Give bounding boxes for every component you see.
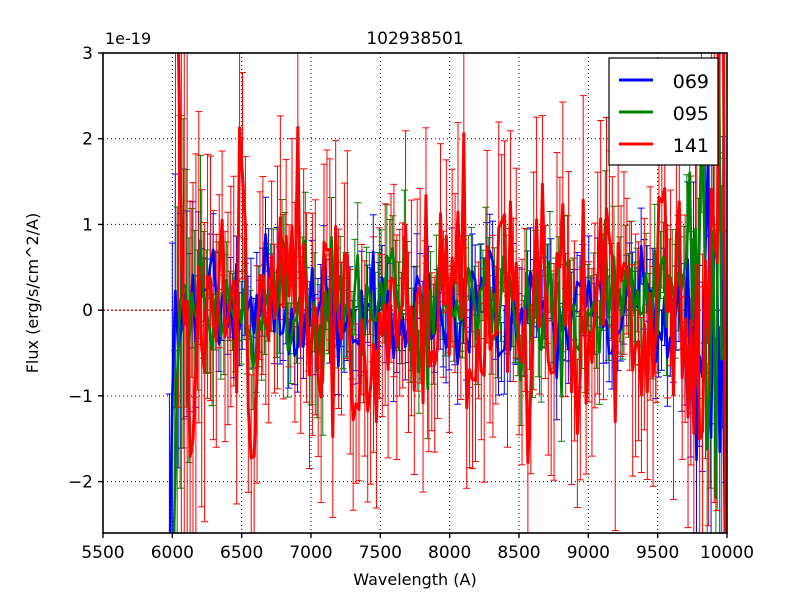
data-series — [168, 53, 727, 533]
y-tick-label: −2 — [68, 473, 93, 493]
legend[interactable]: 069 095 141 — [608, 57, 719, 166]
x-tick-label: 6500 — [220, 543, 263, 563]
y-tick-label: 1 — [82, 215, 93, 235]
legend-label-141: 141 — [673, 135, 709, 157]
x-axis-label: Wavelength (A) — [353, 570, 476, 589]
y-axis-label: Flux (erg/s/cm^2/A) — [23, 213, 42, 374]
chart-title: 102938501 — [366, 29, 463, 49]
legend-label-095: 095 — [673, 103, 709, 125]
y-tick-label: 0 — [82, 301, 93, 321]
y-axis-offset-label: 1e-19 — [105, 29, 151, 48]
legend-label-069: 069 — [673, 71, 709, 93]
x-tick-label: 9000 — [567, 543, 610, 563]
x-tick-label: 8000 — [428, 543, 471, 563]
x-tick-label: 7000 — [289, 543, 332, 563]
x-tick-label: 10000 — [700, 543, 754, 563]
spectrum-line-141 — [177, 53, 727, 533]
y-tick-label: −1 — [68, 387, 93, 407]
x-tick-label: 5500 — [81, 543, 124, 563]
axis-ticks: 5500 6000 6500 7000 7500 8000 8500 9000 9500 1000… — [68, 44, 754, 563]
x-tick-label: 7500 — [359, 543, 402, 563]
x-tick-label: 9500 — [636, 543, 679, 563]
x-tick-label: 6000 — [151, 543, 194, 563]
y-tick-label: 3 — [82, 44, 93, 64]
axes-frame — [102, 52, 728, 534]
y-tick-label: 2 — [82, 130, 93, 150]
x-tick-label: 8500 — [497, 543, 540, 563]
